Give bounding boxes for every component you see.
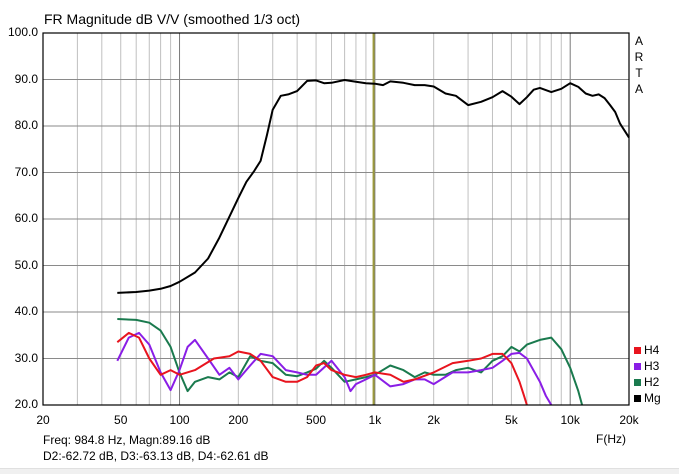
curves [116, 79, 630, 406]
legend-swatch-icon [634, 346, 641, 354]
legend-item-h2[interactable]: H2 [634, 374, 661, 390]
legend-swatch-icon [634, 362, 641, 370]
x-tick-label: 100 [169, 413, 190, 427]
legend-label: Mg [644, 391, 661, 405]
y-tick-label: 70.0 [14, 164, 38, 179]
curve-h2 [117, 318, 584, 406]
readout-freq-magnitude: Freq: 984.8 Hz, Magn:89.16 dB [43, 433, 211, 447]
y-tick-label: 60.0 [14, 211, 38, 225]
x-tick-label: 50 [114, 413, 128, 427]
cursor-readout: Freq: 984.8 Hz, Magn:89.16 dB D2:-62.72 … [43, 432, 268, 464]
legend-item-h4[interactable]: H4 [634, 342, 661, 358]
x-tick-label: 10k [560, 413, 580, 427]
x-tick-label: 500 [306, 413, 327, 427]
y-tick-label: 100.0 [7, 25, 38, 39]
legend-label: H2 [644, 375, 660, 389]
chart-title: FR Magnitude dB V/V (smoothed 1/3 oct) [44, 11, 301, 27]
legend-label: H3 [644, 359, 660, 373]
legend-label: H4 [644, 343, 660, 357]
legend-item-mg[interactable]: Mg [634, 390, 661, 406]
legend-item-h3[interactable]: H3 [634, 358, 661, 374]
x-tick-label: 200 [228, 413, 249, 427]
brand-letter: A [634, 34, 643, 48]
x-tick-label: 20k [619, 413, 639, 427]
y-tick-label: 30.0 [14, 350, 38, 365]
brand-letter: A [634, 82, 643, 96]
plot-frame [42, 32, 630, 406]
curve-h4 [116, 331, 528, 406]
grid-lines [43, 33, 629, 405]
legend: H4 H3 H2 Mg [634, 342, 661, 406]
brand-letter: T [635, 66, 643, 80]
x-tick-label: 1k [368, 413, 382, 427]
x-tick-label: 20 [36, 413, 50, 427]
curve-mg [117, 79, 630, 294]
y-tick-label: 20.0 [14, 397, 38, 411]
y-tick-label: 80.0 [14, 118, 38, 132]
y-tick-label: 90.0 [14, 71, 38, 86]
y-tick-label: 40.0 [14, 304, 38, 318]
curve-h3 [116, 331, 553, 406]
readout-distortion: D2:-62.72 dB, D3:-63.13 dB, D4:-62.61 dB [43, 449, 269, 463]
y-tick-label: 50.0 [14, 257, 38, 272]
legend-swatch-icon [634, 378, 641, 386]
x-tick-label: 5k [505, 413, 518, 427]
brand-letter: R [634, 50, 644, 64]
x-axis-unit-label: F(Hz) [596, 432, 626, 446]
arta-brand: A R T A [633, 33, 645, 97]
legend-swatch-icon [634, 394, 641, 402]
x-tick-label: 2k [427, 413, 440, 427]
window-bottom-edge [0, 468, 679, 474]
